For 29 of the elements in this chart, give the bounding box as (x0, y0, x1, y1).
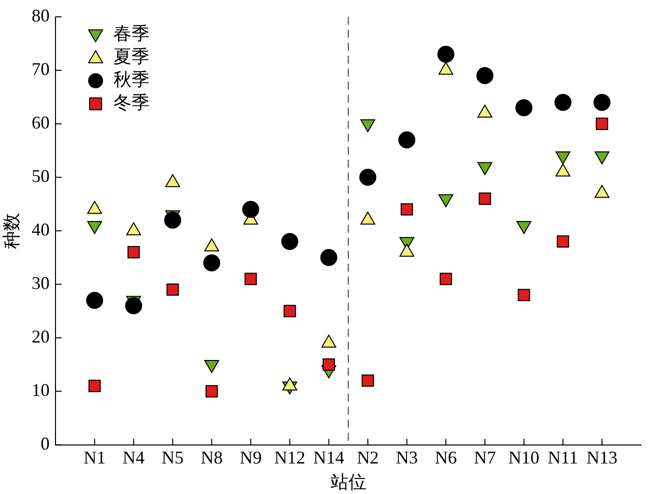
y-tick-label: 0 (40, 434, 50, 454)
legend-label: 春季 (114, 24, 150, 44)
y-tick-label: 20 (32, 326, 50, 347)
y-tick-label: 60 (32, 112, 50, 133)
x-tick-label: N7 (474, 447, 496, 468)
y-tick-label: 30 (32, 273, 50, 294)
x-tick-label: N6 (434, 447, 457, 468)
x-tick-label: N14 (313, 447, 344, 468)
y-axis-title: 种数 (2, 212, 22, 249)
x-tick-label: N2 (356, 447, 379, 468)
y-tick-label: 50 (32, 166, 50, 186)
x-tick-label: N1 (84, 447, 106, 468)
x-tick-label: N13 (586, 447, 618, 468)
legend-label: 冬季 (114, 92, 150, 113)
legend-label: 夏季 (114, 46, 150, 67)
x-tick-label: N8 (200, 447, 223, 468)
x-tick-label: N5 (162, 447, 184, 468)
x-axis-title: 站位 (330, 472, 366, 492)
y-tick-label: 10 (32, 380, 50, 400)
x-tick-label: N12 (274, 447, 306, 468)
y-tick-label: 80 (32, 6, 50, 26)
y-tick-label: 70 (32, 59, 50, 80)
y-tick-label: 40 (32, 220, 50, 240)
x-tick-label: N3 (396, 447, 418, 468)
x-tick-label: N4 (122, 447, 145, 468)
x-tick-label: N10 (508, 447, 540, 468)
x-tick-label: N9 (240, 447, 262, 468)
legend-label: 秋季 (114, 70, 150, 90)
x-tick-label: N11 (548, 447, 578, 468)
